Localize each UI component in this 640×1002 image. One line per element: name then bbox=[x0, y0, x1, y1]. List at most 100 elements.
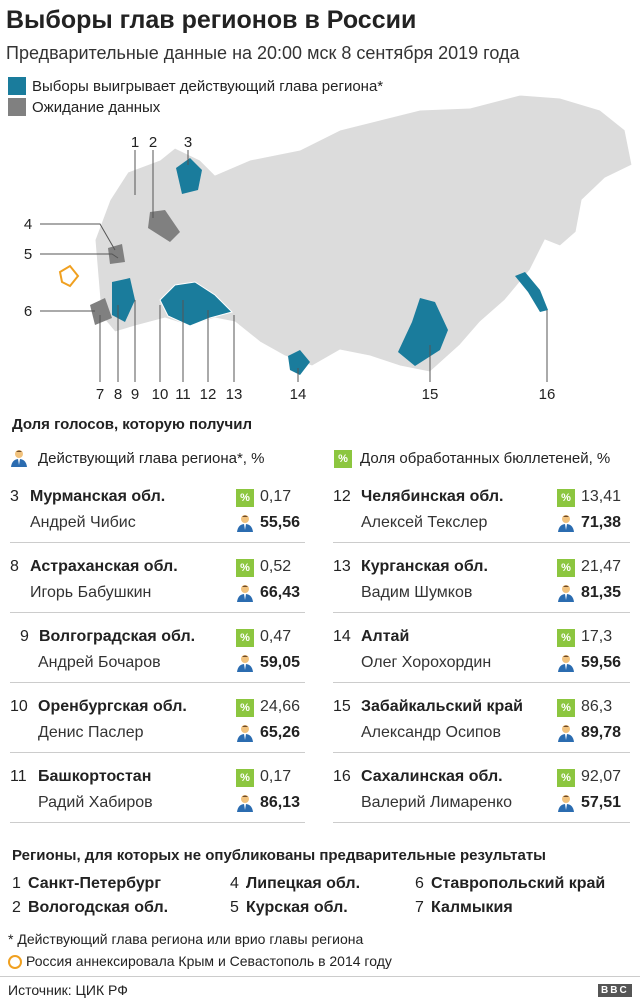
legend-swatch bbox=[8, 77, 26, 95]
region-name: Оренбургская обл. bbox=[38, 698, 187, 715]
pending-name: Вологодская обл. bbox=[28, 899, 169, 916]
region-vologda bbox=[148, 210, 180, 242]
map-label: 14 bbox=[290, 386, 307, 403]
legend-label: Выборы выигрывает действующий глава реги… bbox=[32, 78, 384, 95]
subtitle: Предварительные данные на 20:00 мск 8 се… bbox=[6, 43, 520, 63]
map-label: 3 bbox=[184, 134, 192, 151]
pending-name: Курская обл. bbox=[246, 899, 348, 916]
percent-icon: % bbox=[236, 629, 254, 647]
region-altai bbox=[288, 350, 310, 375]
person-glyph bbox=[237, 515, 253, 532]
legend-swatch bbox=[8, 98, 26, 116]
candidate: Олег Хорохордин bbox=[361, 654, 492, 671]
pending-name: Липецкая обл. bbox=[246, 875, 361, 892]
region-number: 8 bbox=[10, 558, 19, 575]
person-icon bbox=[557, 794, 575, 812]
vote: 59,05 bbox=[260, 654, 301, 671]
region-number: 9 bbox=[20, 628, 29, 645]
person-icon bbox=[557, 584, 575, 602]
person-glyph bbox=[11, 450, 27, 467]
pending-name: Санкт-Петербург bbox=[28, 875, 161, 892]
row-divider bbox=[10, 612, 305, 613]
region-name: Астраханская обл. bbox=[30, 558, 178, 575]
processed: 0,17 bbox=[260, 768, 292, 785]
processed: 92,07 bbox=[581, 768, 622, 785]
results-title: Доля голосов, которую получил bbox=[12, 416, 252, 433]
pending-number: 6 bbox=[415, 875, 424, 892]
processed: 0,52 bbox=[260, 558, 292, 575]
processed: 13,41 bbox=[581, 488, 622, 505]
person-glyph bbox=[558, 585, 574, 602]
person-icon bbox=[236, 724, 254, 742]
vote: 71,38 bbox=[581, 514, 622, 531]
region-number: 11 bbox=[10, 768, 27, 785]
person-icon bbox=[557, 514, 575, 532]
region-stavropol-kalmykia bbox=[90, 298, 112, 325]
row-divider bbox=[333, 612, 630, 613]
person-glyph bbox=[237, 585, 253, 602]
map-label: 16 bbox=[539, 386, 556, 403]
row-divider bbox=[333, 682, 630, 683]
divider bbox=[0, 976, 640, 977]
person-glyph bbox=[558, 795, 574, 812]
pending-name: Ставропольский край bbox=[431, 875, 606, 892]
region-number: 10 bbox=[10, 698, 28, 715]
vote: 65,26 bbox=[260, 724, 301, 741]
pending-number: 1 bbox=[12, 875, 21, 892]
percent-icon: % bbox=[557, 559, 575, 577]
region-name: Сахалинская обл. bbox=[361, 768, 503, 785]
title: Выборы глав регионов в России bbox=[6, 6, 417, 34]
crimea-marker bbox=[8, 955, 22, 969]
legend-label: Ожидание данных bbox=[32, 99, 161, 116]
percent-icon: % bbox=[557, 769, 575, 787]
percent-icon: % bbox=[557, 699, 575, 717]
processed: 21,47 bbox=[581, 558, 622, 575]
map-label: 11 bbox=[175, 386, 191, 403]
percent-icon: % bbox=[236, 489, 254, 507]
region-number: 12 bbox=[333, 488, 351, 505]
row-divider bbox=[10, 682, 305, 683]
logo: BBC bbox=[598, 984, 632, 997]
vote: 89,78 bbox=[581, 724, 622, 741]
leader-lines bbox=[40, 150, 548, 382]
region-zabaikalsky bbox=[398, 298, 448, 366]
map-label: 1 bbox=[131, 134, 139, 151]
candidate: Валерий Лимаренко bbox=[361, 794, 513, 811]
crimea bbox=[58, 264, 80, 288]
candidate: Андрей Чибис bbox=[30, 514, 136, 531]
vote: 57,51 bbox=[581, 794, 622, 811]
footnote: * Действующий глава региона или врио гла… bbox=[8, 931, 364, 947]
percent-icon: % bbox=[557, 629, 575, 647]
row-divider bbox=[333, 542, 630, 543]
person-icon bbox=[557, 724, 575, 742]
person-glyph bbox=[237, 655, 253, 672]
candidate: Андрей Бочаров bbox=[38, 654, 161, 671]
vote: 81,35 bbox=[581, 584, 622, 601]
row-divider bbox=[333, 822, 630, 823]
russia-outline bbox=[94, 94, 633, 373]
pending-title: Регионы, для которых не опубликованы пре… bbox=[12, 847, 546, 864]
row-divider bbox=[333, 752, 630, 753]
region-name: Забайкальский край bbox=[361, 698, 523, 715]
person-icon bbox=[236, 794, 254, 812]
map-label: 8 bbox=[114, 386, 122, 403]
map-label: 7 bbox=[96, 386, 104, 403]
percent-icon: % bbox=[236, 769, 254, 787]
region-name: Башкортостан bbox=[38, 768, 152, 785]
source: Источник: ЦИК РФ bbox=[8, 982, 128, 998]
vote: 66,43 bbox=[260, 584, 301, 601]
map-label: 6 bbox=[24, 303, 32, 320]
region-number: 3 bbox=[10, 488, 19, 505]
processed: 86,3 bbox=[581, 698, 613, 715]
region-name: Челябинская обл. bbox=[361, 488, 504, 505]
region-number: 16 bbox=[333, 768, 351, 785]
region-lipetsk-kursk bbox=[108, 244, 125, 264]
region-sakhalin bbox=[515, 272, 548, 312]
pending-name: Калмыкия bbox=[431, 899, 513, 916]
region-name: Волгоградская обл. bbox=[39, 628, 196, 645]
pending-number: 4 bbox=[230, 875, 239, 892]
candidate: Денис Паслер bbox=[38, 724, 144, 741]
region-name: Курганская обл. bbox=[361, 558, 488, 575]
